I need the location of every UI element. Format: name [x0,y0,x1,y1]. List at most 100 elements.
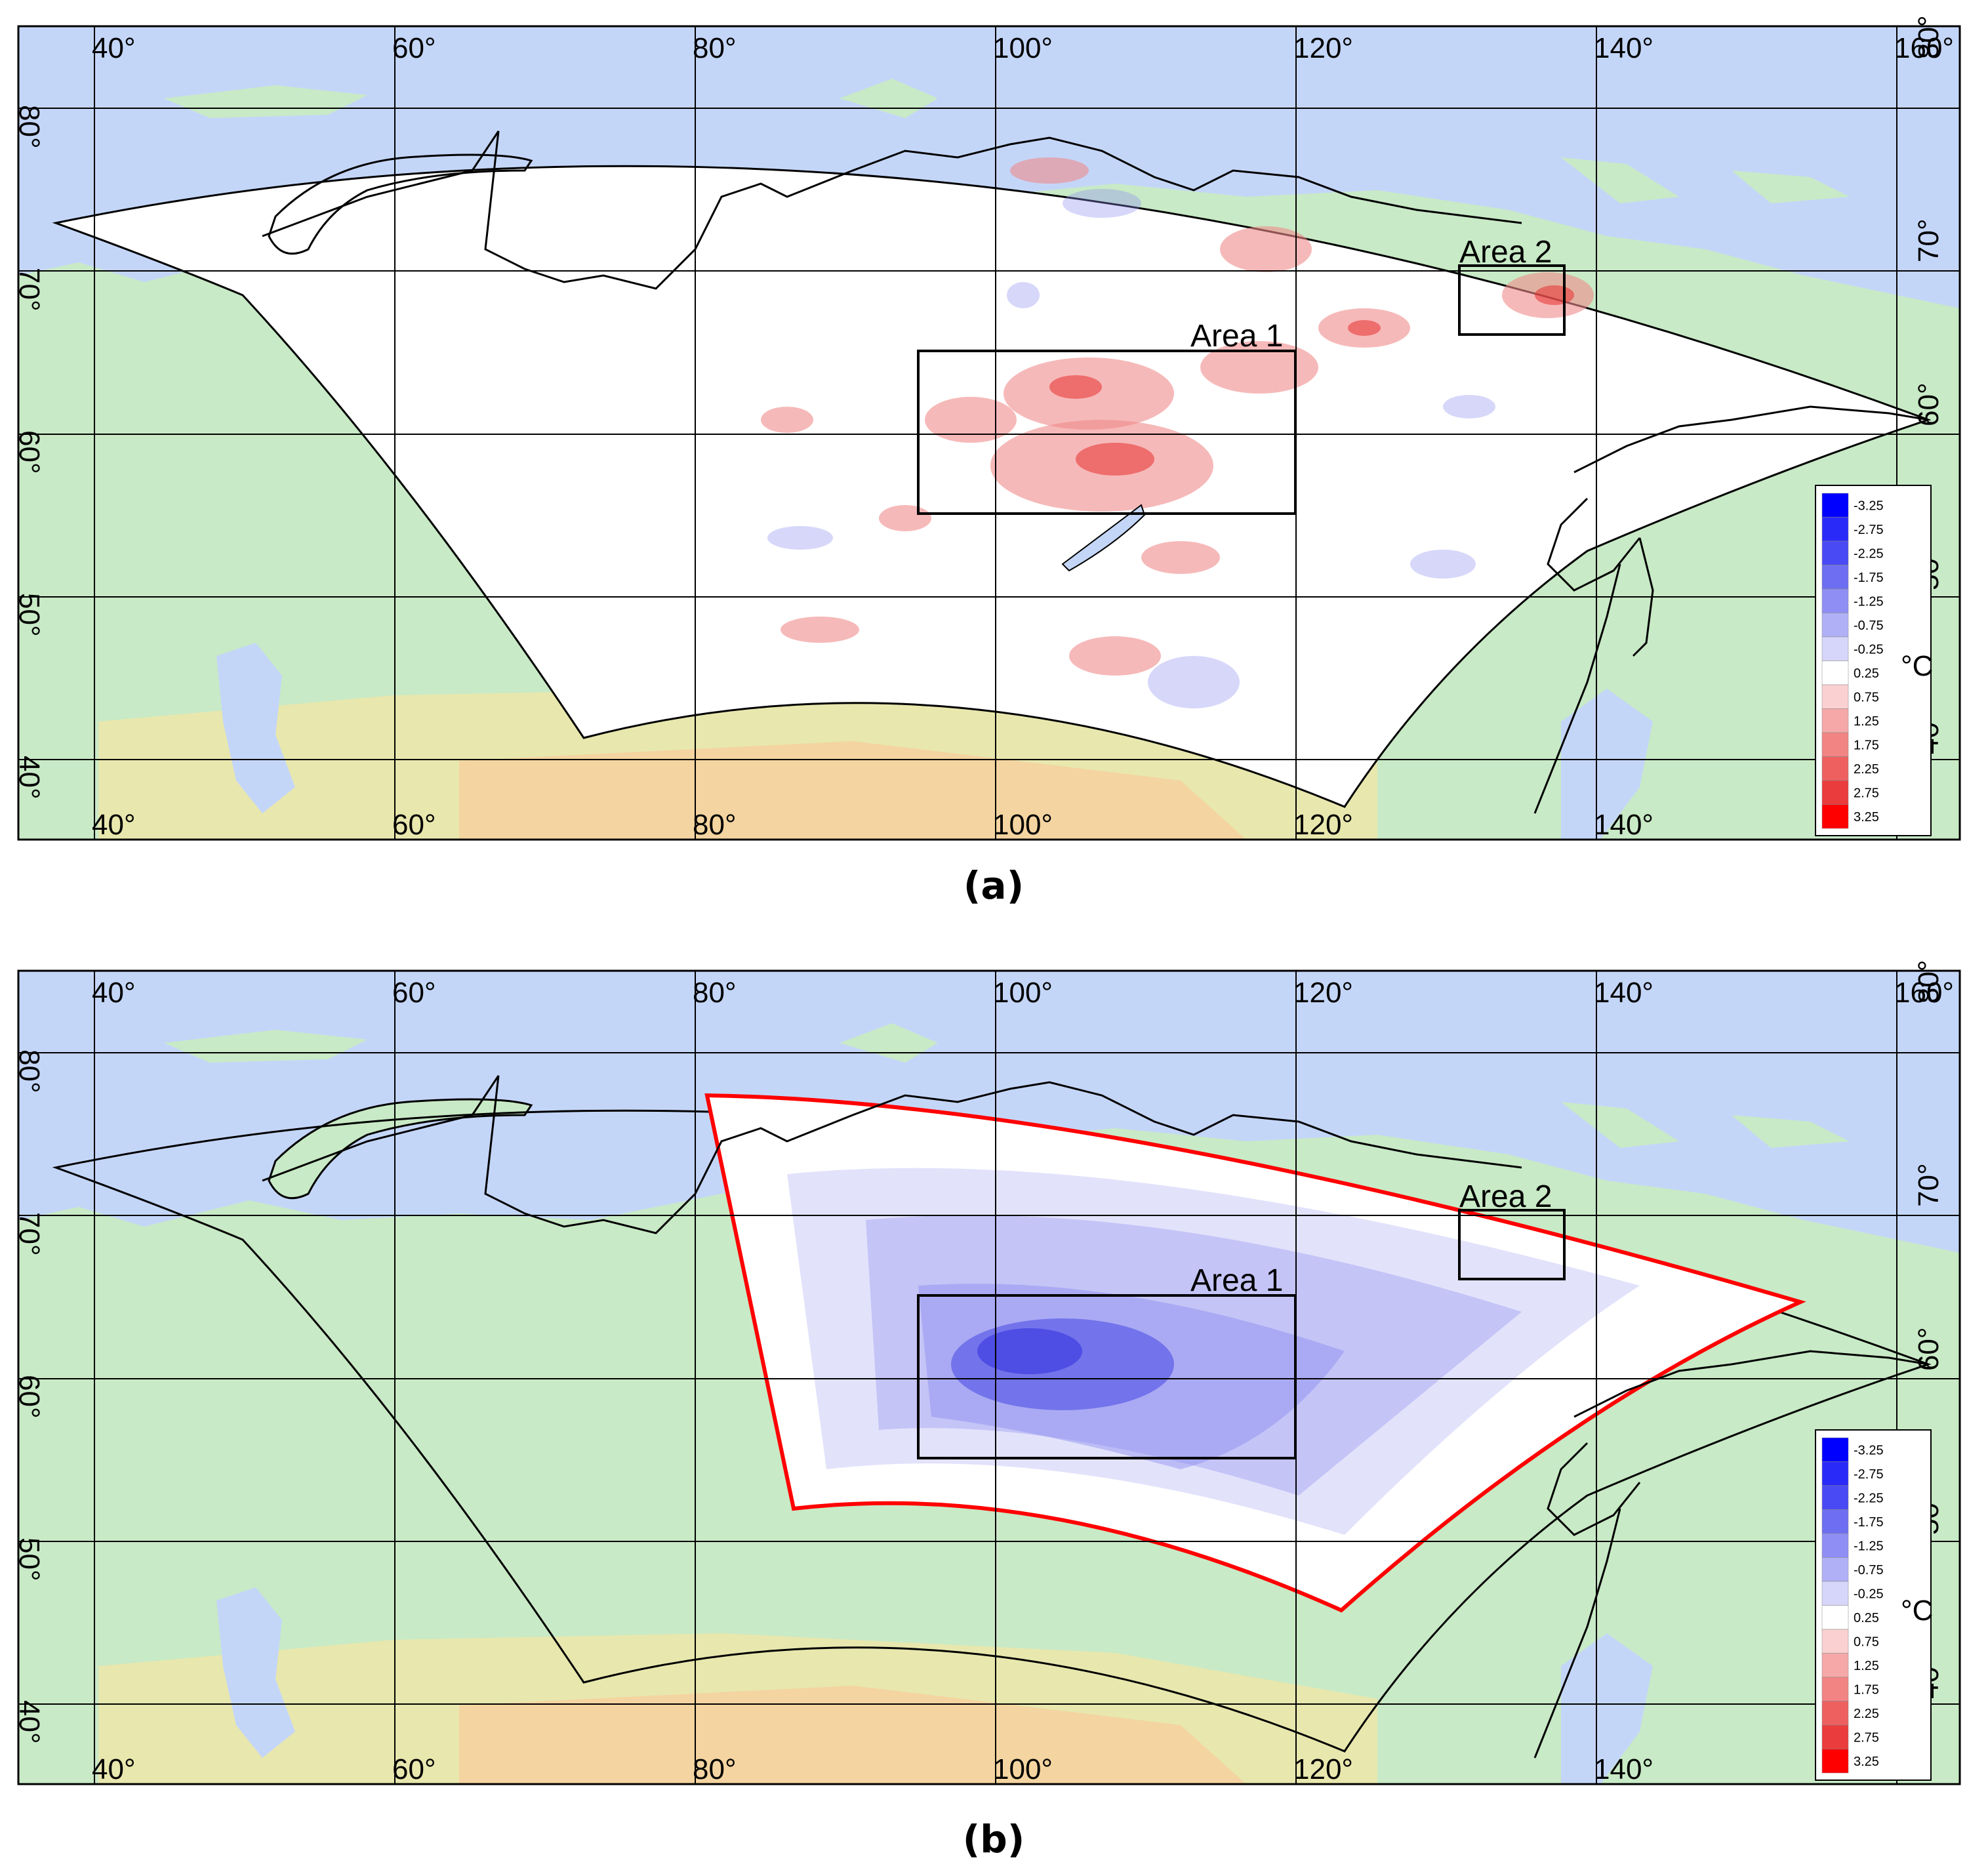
area-2-box [1458,1209,1566,1280]
caspian-sea [216,1587,295,1758]
map-b: Area 1 Area 2 40° 60° 80° 100° 120° 140°… [13,960,1961,1862]
novaya-zemlya [268,153,533,255]
lon-tick: 80° [693,809,737,841]
lat-labels-left: 80° 70° 60° 50° 40° [13,1049,45,1744]
legend-unit: °C [1901,650,1933,682]
legend-label: 0.25 [1854,666,1879,681]
legend-label: -1.25 [1854,595,1884,609]
lat-tick: 70° [1913,218,1945,262]
legend-unit: °C [1901,1595,1933,1627]
lon-tick: 60° [392,32,436,64]
lon-tick: 100° [993,1753,1053,1785]
lat-tick: 50° [13,593,45,637]
lon-tick: 80° [693,32,737,64]
lon-tick: 160° [1894,32,1954,64]
legend-label: -2.25 [1854,547,1884,561]
inner-domain [707,1095,1800,1610]
legend-swatch [1821,540,1849,565]
lon-tick: 140° [1594,809,1653,841]
legend-label: -3.25 [1854,499,1884,514]
lon-tick: 40° [92,809,136,841]
lon-tick: 40° [92,977,136,1009]
sea-of-japan [1561,1633,1653,1784]
legend-label: 2.25 [1854,762,1879,777]
lon-tick: 80° [693,1753,737,1785]
graticule [18,971,1960,1784]
cool-anomalies [767,189,1495,708]
legend-label: -1.75 [1854,1515,1884,1530]
map-a: Area 1 Area 2 40° 60° 80° 100° 120° 140°… [13,15,1961,908]
area-2-label: Area 2 [1459,235,1552,270]
legend-label: 1.25 [1854,714,1879,729]
lat-tick: 80° [13,1049,45,1093]
legend-swatch [1821,1749,1849,1774]
lat-labels-left: 80° 70° 60° 50° 40° [13,105,45,800]
lat-tick: 80° [1913,15,1945,59]
legend-swatch [1821,493,1849,518]
legend-swatch [1821,780,1849,805]
area-1-box [917,350,1297,515]
color-legend: °C -3.25 -2.75 -2.25 -1.75 -1.25 -0.75 -0.25 0.… [1815,485,1933,836]
legend-swatch [1821,1653,1849,1678]
area-1-label: Area 1 [1190,319,1283,354]
lat-tick: 80° [1913,960,1945,1004]
lon-labels-top: 40° 60° 80° 100° 120° 140° 160° [92,32,1954,64]
panel-caption: (a) [964,863,1024,908]
legend-swatch [1821,1533,1849,1558]
legend-label: 3.25 [1854,810,1879,824]
lat-tick: 50° [13,1537,45,1581]
legend-swatch [1821,1677,1849,1701]
legend-swatch [1821,1485,1849,1510]
lon-labels-top: 40° 60° 80° 100° 120° 140° 160° [92,977,1954,1009]
sakhalin [1632,537,1654,657]
legend-label: 2.75 [1854,1731,1879,1745]
lon-tick: 140° [1594,1753,1653,1785]
panel-caption: (b) [963,1817,1025,1862]
area-1-label: Area 1 [1190,1263,1283,1298]
desert-region [459,741,1246,840]
legend-label: -0.75 [1854,619,1884,633]
legend-label: 0.75 [1854,691,1879,705]
legend-swatch [1821,804,1849,829]
lon-tick: 60° [392,977,436,1009]
color-legend: °C -3.25 -2.75 -2.25 -1.75 -1.25 -0.75 -0.25 0.… [1815,1429,1933,1781]
lat-tick: 60° [13,430,45,474]
legend-swatch [1821,661,1849,685]
legend-label: 1.75 [1854,739,1879,753]
legend-swatch [1821,636,1849,661]
legend-swatch [1821,1557,1849,1582]
legend-swatch [1821,708,1849,733]
map-frame [17,25,1961,841]
legend-swatch [1821,1509,1849,1534]
area-2-box [1458,264,1566,336]
lon-tick: 120° [1293,977,1353,1009]
legend-label: 1.75 [1854,1683,1879,1698]
panel-b: Area 1 Area 2 40° 60° 80° 100° 120° 140°… [0,945,1988,1872]
legend-label: -1.75 [1854,571,1884,585]
legend-swatch [1821,1724,1849,1749]
legend-swatch [1821,684,1849,709]
legend-label: 1.25 [1854,1659,1879,1673]
lat-tick: 70° [13,268,45,312]
lon-tick: 140° [1594,977,1653,1009]
legend-label: -2.75 [1854,1467,1884,1482]
graticule [18,26,1960,840]
legend-swatch [1821,565,1849,590]
lat-tick: 80° [13,105,45,149]
lon-tick: 100° [993,977,1053,1009]
legend-swatch [1821,1605,1849,1630]
map-frame [17,969,1961,1785]
lon-tick: 80° [693,977,737,1009]
lon-tick: 120° [1293,1753,1353,1785]
lon-tick: 40° [92,1753,136,1785]
legend-swatch [1821,1581,1849,1606]
arctic-coastline [262,1075,1522,1234]
arctic-islands [164,1023,1850,1198]
lat-tick: 70° [1913,1163,1945,1207]
legend-label: 0.25 [1854,1611,1879,1625]
pacific-coastline [1533,1350,1929,1759]
lon-tick: 100° [993,32,1053,64]
lon-labels-bottom: 40° 60° 80° 100° 120° 140° [92,1753,1653,1785]
cool-anomalies [787,1168,1640,1535]
area-1-box [917,1294,1297,1459]
